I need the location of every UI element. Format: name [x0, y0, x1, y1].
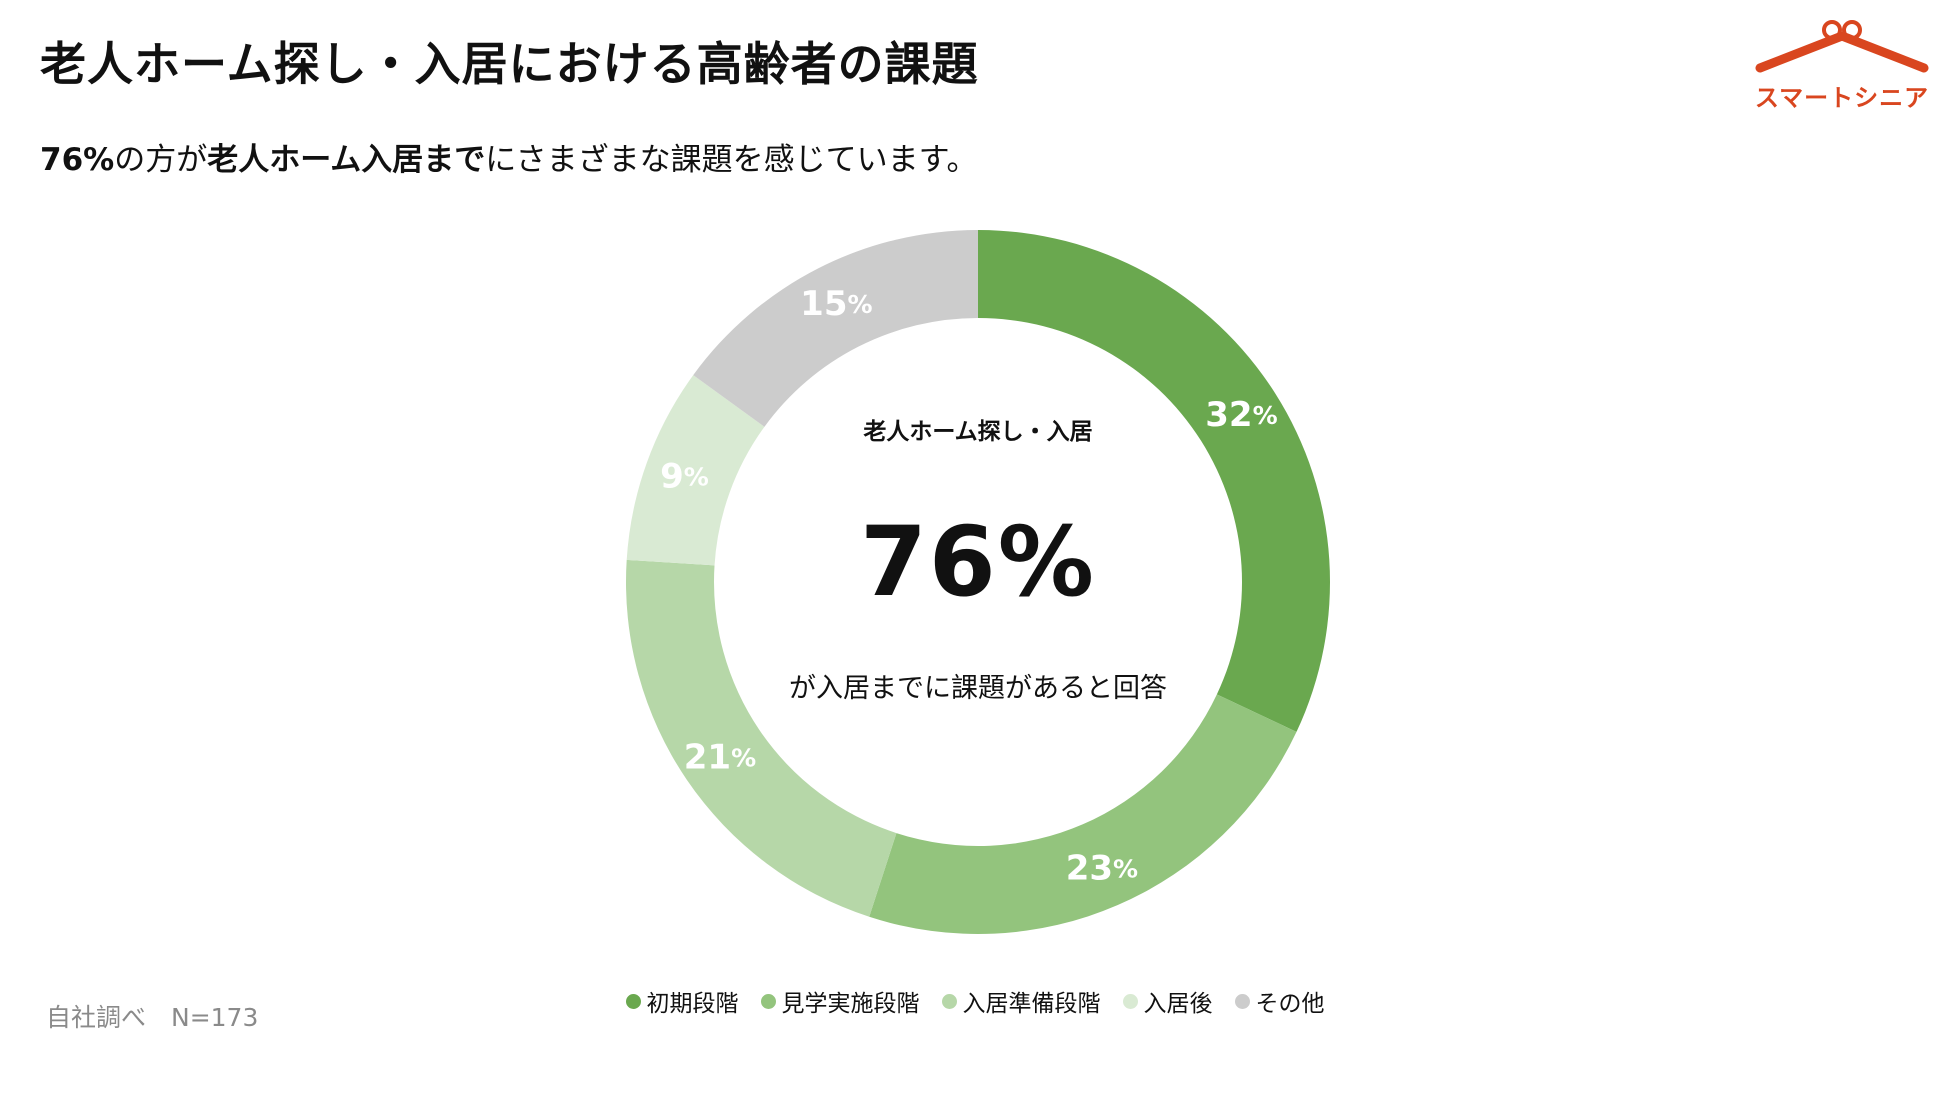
legend-item-4: 入居後 — [1122, 984, 1213, 1018]
donut-slice-5 — [693, 229, 978, 427]
legend-item-1: 初期段階 — [625, 984, 739, 1018]
brand-logo: スマートシニア — [1752, 18, 1932, 118]
house-roof-icon — [1755, 20, 1929, 73]
subtitle-text-1: の方が — [114, 142, 208, 178]
legend-dot-icon — [1234, 993, 1250, 1009]
slice-label-2: 23% — [1066, 848, 1138, 888]
legend-dot-icon — [760, 993, 776, 1009]
subtitle-text-2: にさまざまな課題を感じています。 — [485, 142, 978, 178]
slice-label-3: 21% — [684, 737, 756, 777]
donut-center-value: 76% — [860, 506, 1096, 618]
donut-slice-3 — [625, 559, 897, 917]
donut-center-caption: が入居までに課題があると回答 — [789, 673, 1167, 704]
donut-center-label: 老人ホーム探し・入居 — [863, 419, 1093, 445]
subtitle: 76%の方が老人ホーム入居までにさまざまな課題を感じています。 — [40, 134, 978, 179]
legend-label: 初期段階 — [646, 991, 739, 1017]
legend-item-3: 入居準備段階 — [941, 984, 1101, 1018]
subtitle-percent: 76% — [40, 142, 115, 178]
logo-text: スマートシニア — [1754, 84, 1930, 112]
donut-slice-1 — [978, 230, 1330, 732]
legend-item-2: 見学実施段階 — [760, 984, 920, 1018]
donut-slice-2 — [869, 694, 1297, 935]
legend-label: その他 — [1255, 991, 1325, 1017]
legend-label: 入居後 — [1143, 991, 1213, 1017]
slice-label-4: 9% — [660, 456, 709, 496]
legend-item-5: その他 — [1234, 984, 1325, 1018]
slice-label-5: 15% — [800, 284, 872, 324]
legend-dot-icon — [1122, 993, 1138, 1009]
page-title: 老人ホーム探し・入居における高齢者の課題 — [40, 37, 979, 91]
legend-label: 見学実施段階 — [781, 991, 920, 1017]
slice-label-1: 32% — [1205, 395, 1277, 435]
legend-dot-icon — [941, 993, 957, 1009]
subtitle-highlight: 老人ホーム入居まで — [207, 142, 486, 178]
chart-legend: 初期段階 見学実施段階 入居準備段階 入居後 その他 — [0, 984, 1950, 1018]
source-note: 自社調べ N=173 — [46, 1003, 259, 1032]
legend-label: 入居準備段階 — [962, 991, 1101, 1017]
donut-slice-4 — [626, 375, 765, 566]
legend-dot-icon — [625, 993, 641, 1009]
